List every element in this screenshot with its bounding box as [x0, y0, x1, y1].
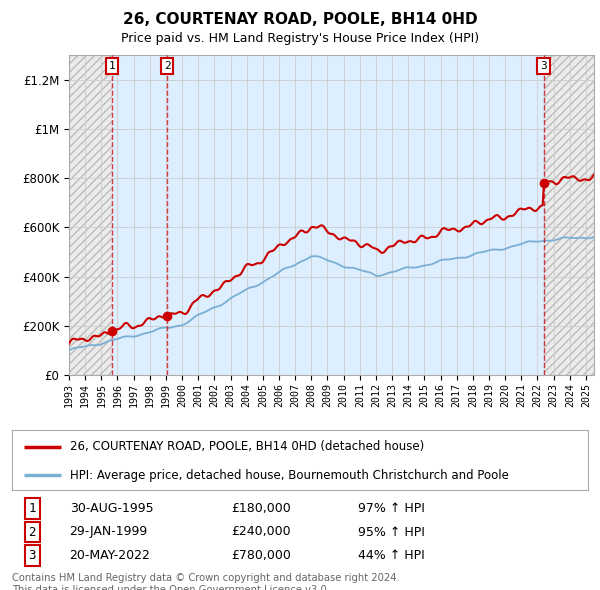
Bar	[112, 55, 167, 375]
Text: 30-AUG-1995: 30-AUG-1995	[70, 502, 153, 515]
Text: 26, COURTENAY ROAD, POOLE, BH14 0HD (detached house): 26, COURTENAY ROAD, POOLE, BH14 0HD (det…	[70, 440, 424, 453]
Text: Price paid vs. HM Land Registry's House Price Index (HPI): Price paid vs. HM Land Registry's House …	[121, 32, 479, 45]
Text: 2: 2	[28, 526, 36, 539]
Bar	[69, 55, 112, 375]
Text: 3: 3	[28, 549, 36, 562]
Text: £240,000: £240,000	[231, 526, 290, 539]
Text: HPI: Average price, detached house, Bournemouth Christchurch and Poole: HPI: Average price, detached house, Bour…	[70, 468, 508, 481]
Text: 20-MAY-2022: 20-MAY-2022	[70, 549, 151, 562]
Text: 1: 1	[28, 502, 36, 515]
Text: 2: 2	[164, 61, 170, 71]
Bar	[544, 55, 600, 375]
Text: 1: 1	[109, 61, 115, 71]
Text: 26, COURTENAY ROAD, POOLE, BH14 0HD: 26, COURTENAY ROAD, POOLE, BH14 0HD	[122, 12, 478, 27]
Text: 97% ↑ HPI: 97% ↑ HPI	[358, 502, 424, 515]
Text: £780,000: £780,000	[231, 549, 291, 562]
Text: Contains HM Land Registry data © Crown copyright and database right 2024.
This d: Contains HM Land Registry data © Crown c…	[12, 573, 400, 590]
Bar	[69, 55, 112, 375]
Text: £180,000: £180,000	[231, 502, 290, 515]
Bar	[544, 55, 600, 375]
Bar	[167, 55, 544, 375]
Text: 29-JAN-1999: 29-JAN-1999	[70, 526, 148, 539]
Text: 44% ↑ HPI: 44% ↑ HPI	[358, 549, 424, 562]
Text: 95% ↑ HPI: 95% ↑ HPI	[358, 526, 424, 539]
Text: 3: 3	[540, 61, 547, 71]
